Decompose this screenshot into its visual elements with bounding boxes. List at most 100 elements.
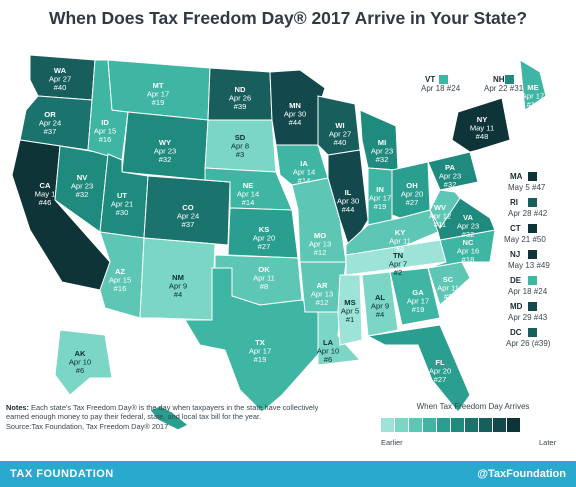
state-label-abbr: SC: [443, 275, 454, 284]
callout-info-de: Apr 18 #24: [508, 287, 548, 296]
state-label-abbr: OK: [258, 265, 270, 274]
state-label-id: ID Apr 15 #16: [94, 118, 116, 144]
state-label-hi: HI Apr 19 #26: [159, 433, 181, 459]
state-label-oh: OH Apr 20 #27: [401, 181, 423, 207]
callout-name-nj: NJ: [510, 250, 521, 259]
state-tx: [184, 267, 323, 413]
callout-name-dc: DC: [510, 328, 522, 337]
state-label-date: Apr 23: [439, 172, 461, 181]
state-label-abbr: ND: [235, 85, 246, 94]
state-label-abbr: AL: [375, 293, 385, 302]
state-label-date: May 1: [35, 190, 56, 199]
state-label-al: AL Apr 9 #4: [371, 293, 389, 319]
state-label-wa: WA Apr 27 #40: [49, 66, 71, 92]
state-label-date: Apr 20: [253, 234, 275, 243]
state-label-rank: #1: [346, 315, 354, 324]
legend-swatch-6: [451, 418, 464, 432]
state-fl: [366, 324, 471, 413]
state-label-rank: #11: [434, 220, 446, 229]
state-label-rank: #3: [236, 150, 244, 159]
state-label-rank: #39: [234, 102, 247, 111]
state-label-date: Apr 7: [389, 260, 407, 269]
state-label-date: Apr 11: [437, 284, 459, 293]
state-label-abbr: PA: [445, 163, 456, 172]
state-label-rank: #40: [54, 83, 67, 92]
state-label-abbr: VA: [463, 213, 474, 222]
state-label-date: Apr 11: [253, 274, 275, 283]
state-label-nc: NC Apr 16 #18: [457, 238, 479, 264]
state-label-rank: #12: [316, 298, 329, 307]
state-label-ks: KS Apr 20 #27: [253, 225, 275, 251]
state-label-date: Apr 27: [329, 130, 351, 139]
state-label-va: VA Apr 23 #32: [457, 213, 479, 239]
state-label-rank: #27: [258, 242, 271, 251]
state-nm: [139, 237, 216, 321]
legend-swatch-7: [465, 418, 478, 432]
state-label-abbr: OH: [406, 181, 417, 190]
state-label-rank: #2: [394, 268, 402, 277]
legend-swatch-2: [395, 418, 408, 432]
legend-swatch-10: [507, 418, 520, 432]
state-label-abbr: GA: [412, 288, 424, 297]
state-al: [361, 271, 399, 337]
state-label-abbr: WI: [335, 121, 344, 130]
state-label-date: Apr 12: [429, 212, 451, 221]
state-label-date: Apr 13: [309, 240, 331, 249]
state-label-abbr: NM: [172, 273, 184, 282]
state-label-sd: SD Apr 8 #3: [231, 133, 249, 159]
swatch-nh: [505, 75, 514, 84]
state-label-abbr: IA: [300, 159, 308, 168]
callout-name-vt: VT: [425, 75, 436, 84]
state-label-date: Apr 23: [371, 147, 393, 156]
state-label-date: Apr 24: [39, 119, 61, 128]
state-label-ia: IA Apr 14 #14: [293, 159, 315, 185]
state-label-abbr: LA: [323, 338, 334, 347]
state-label-date: Apr 20: [401, 190, 423, 199]
legend-swatch-3: [409, 418, 422, 432]
state-label-abbr: TN: [393, 251, 403, 260]
state-label-abbr: NY: [477, 115, 488, 124]
swatch-dc: [528, 328, 537, 337]
state-label-mt: MT Apr 17 #19: [147, 81, 169, 107]
state-wv: [429, 189, 461, 229]
footer-handle[interactable]: @TaxFoundation: [477, 468, 566, 480]
state-label-abbr: IL: [345, 188, 352, 197]
state-label-rank: #19: [374, 202, 387, 211]
state-label-date: Apr 19: [159, 442, 181, 451]
callout-info-vt: Apr 18 #24: [421, 84, 461, 93]
state-label-abbr: OR: [44, 110, 56, 119]
state-label-abbr: MI: [378, 138, 386, 147]
state-shapes: [11, 54, 547, 431]
state-label-abbr: MO: [314, 231, 326, 240]
notes-label: Notes:: [6, 403, 29, 412]
state-label-abbr: WY: [159, 138, 171, 147]
state-label-date: Apr 26: [229, 94, 251, 103]
state-hi: [149, 405, 189, 431]
state-label-abbr: MS: [344, 298, 355, 307]
state-label-date: Apr 16: [457, 247, 479, 256]
notes-text: Each state's Tax Freedom Day® is the day…: [6, 403, 319, 422]
state-label-abbr: CO: [182, 203, 193, 212]
state-label-abbr: MT: [153, 81, 164, 90]
state-label-rank: #4: [376, 310, 384, 319]
state-label-date: Apr 17: [407, 297, 429, 306]
state-label-date: Apr 10: [69, 358, 91, 367]
state-label-abbr: KS: [259, 225, 270, 234]
state-label-rank: #16: [99, 135, 112, 144]
state-label-rank: #18: [462, 255, 475, 264]
legend-title: When Tax Freedom Day Arrives: [416, 402, 530, 411]
map-title: When Does Tax Freedom Day® 2017 Arrive i…: [48, 8, 528, 28]
notes: Notes: Each state's Tax Freedom Day® is …: [6, 403, 336, 431]
state-ga: [389, 267, 441, 326]
state-label-date: May 11: [470, 124, 494, 133]
state-label-abbr: AK: [75, 349, 86, 358]
state-label-rank: #37: [44, 127, 57, 136]
state-label-date: Apr 30: [337, 197, 359, 206]
state-label-rank: #32: [376, 155, 389, 164]
state-label-date: Apr 8: [231, 142, 249, 151]
swatch-de: [528, 276, 537, 285]
state-label-wv: WV Apr 12 #11: [429, 203, 451, 229]
state-label-abbr: AZ: [115, 267, 125, 276]
swatch-ma: [528, 172, 537, 181]
